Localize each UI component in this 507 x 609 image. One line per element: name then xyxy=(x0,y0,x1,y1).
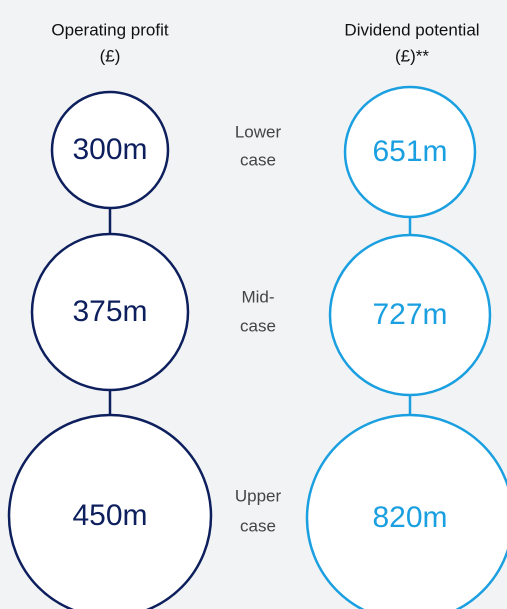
value-circle xyxy=(305,413,507,609)
value-circle xyxy=(50,90,170,210)
value-label: 727m xyxy=(372,298,447,331)
case-label: case xyxy=(240,150,276,169)
value-circle xyxy=(343,85,477,219)
value-label: 820m xyxy=(372,501,447,534)
case-label: case xyxy=(240,516,276,535)
column-title: Dividend potential xyxy=(344,20,479,39)
column-unit: (£)** xyxy=(395,46,429,65)
value-label: 450m xyxy=(72,499,147,532)
value-label: 651m xyxy=(372,135,447,168)
case-label: Lower xyxy=(235,122,282,141)
value-label: 375m xyxy=(72,295,147,328)
case-label: case xyxy=(240,316,276,335)
case-label: Mid- xyxy=(241,287,274,306)
column-unit: (£) xyxy=(100,46,121,65)
value-circle xyxy=(328,233,492,397)
value-circle xyxy=(7,413,213,609)
column-title: Operating profit xyxy=(51,20,168,39)
value-label: 300m xyxy=(72,133,147,166)
value-circle xyxy=(30,232,190,392)
case-label: Upper xyxy=(235,486,282,505)
